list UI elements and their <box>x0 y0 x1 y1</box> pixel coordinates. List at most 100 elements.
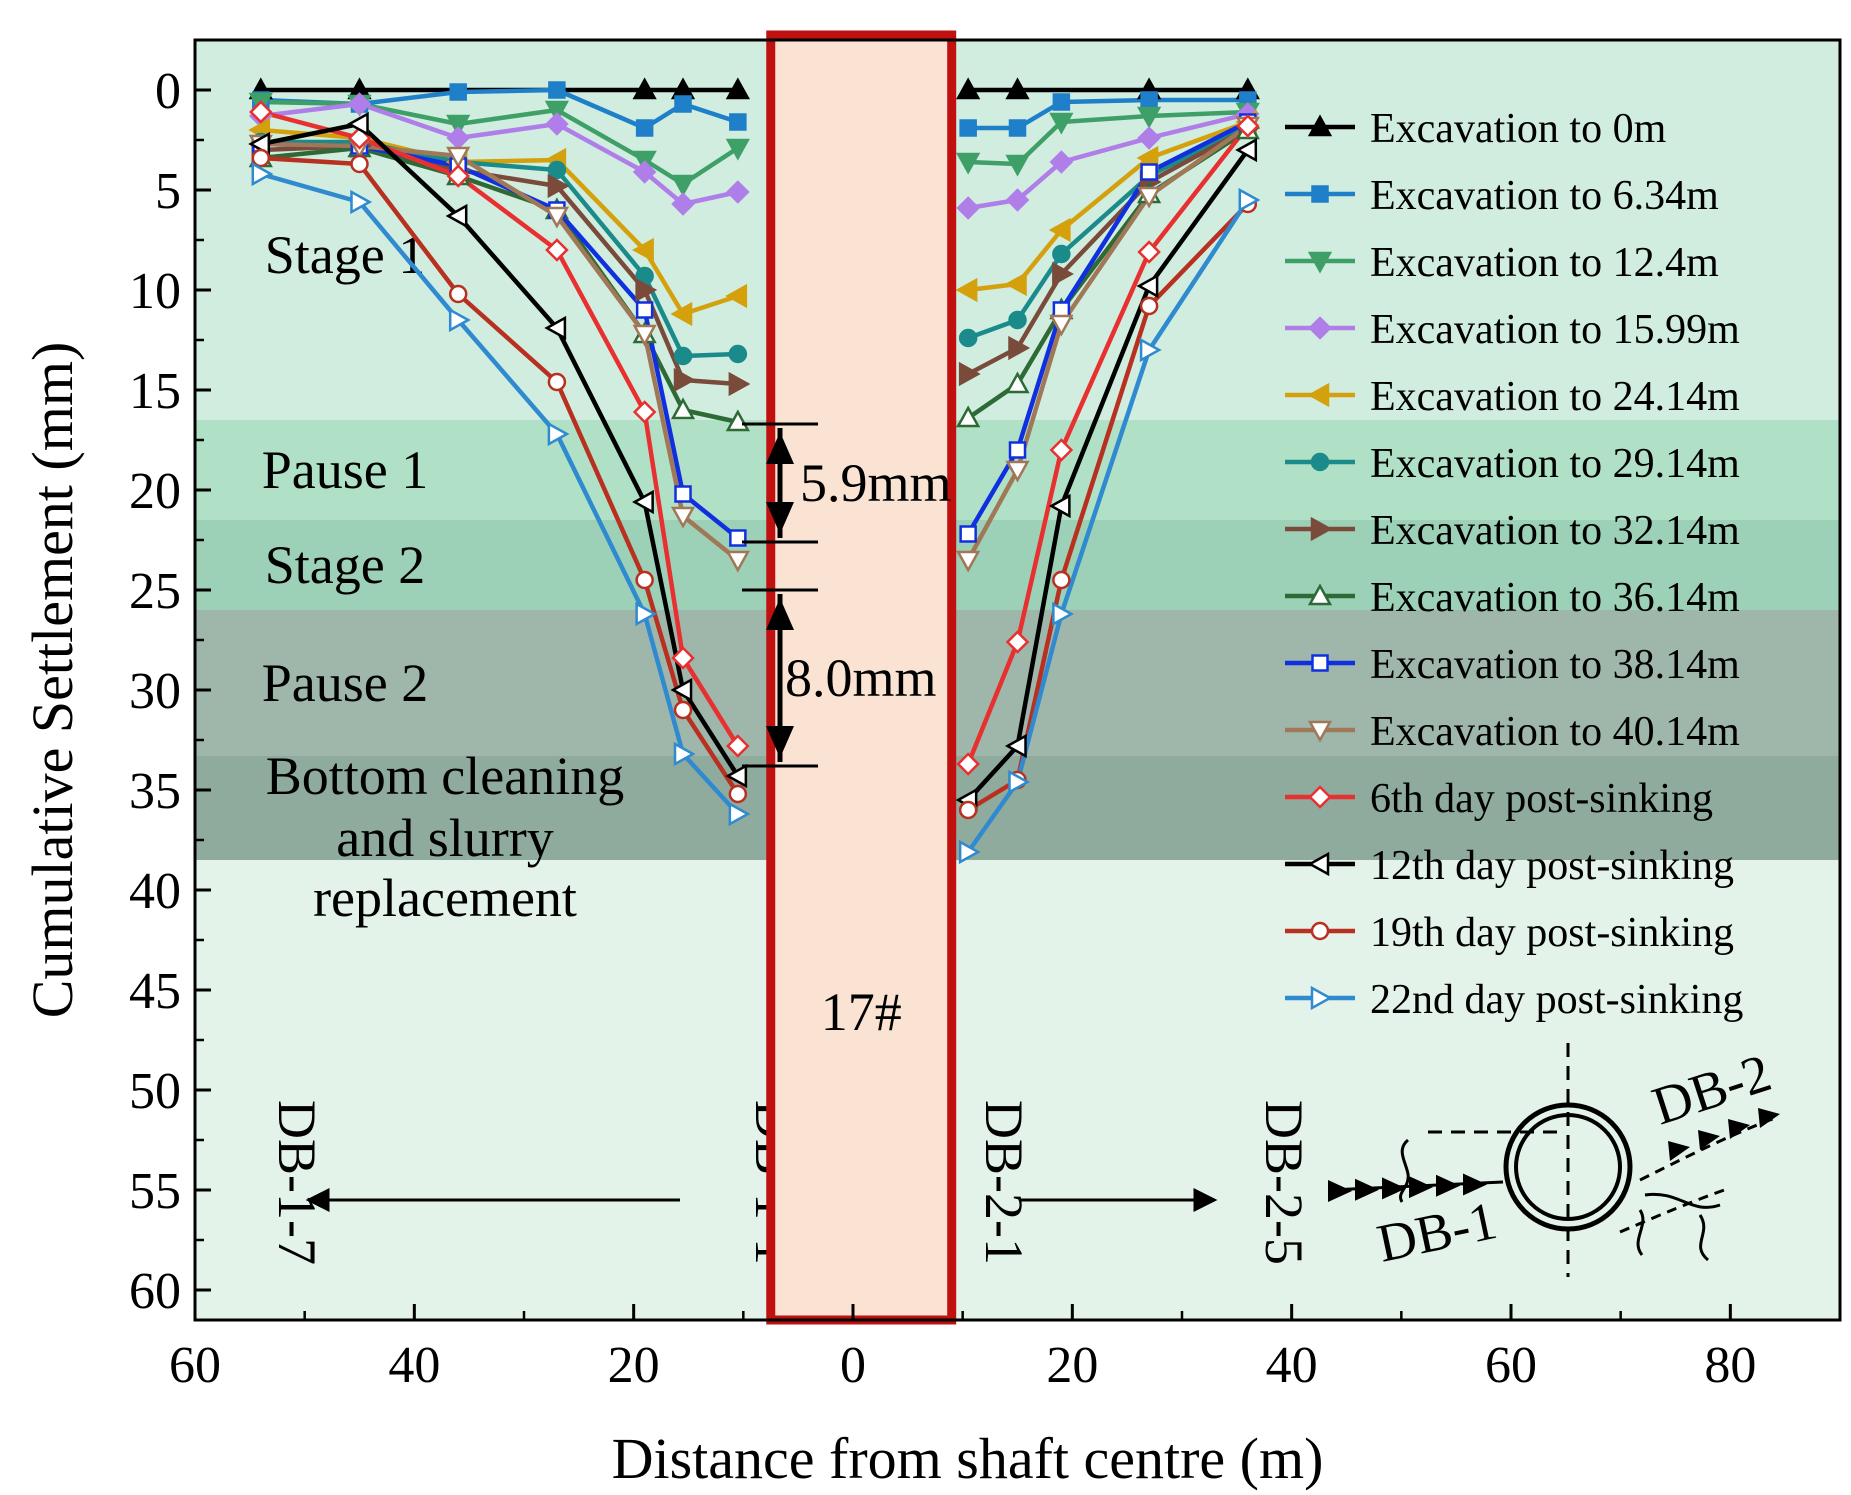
legend-label: Excavation to 40.14m <box>1370 709 1740 755</box>
dimension-label: 8.0mm <box>785 648 937 708</box>
stage-label: Pause 1 <box>262 440 428 500</box>
data-point <box>1005 154 1030 177</box>
data-point <box>632 324 657 347</box>
data-point <box>547 421 570 447</box>
data-point <box>1005 460 1030 483</box>
data-point <box>728 801 751 827</box>
db2-point-marker <box>1728 1119 1750 1139</box>
data-point <box>671 192 695 216</box>
data-point <box>725 283 748 309</box>
data-point <box>1136 145 1159 171</box>
data-point <box>1004 271 1027 297</box>
data-point <box>728 784 748 804</box>
data-point <box>1307 720 1333 743</box>
data-point <box>725 550 750 573</box>
data-point <box>632 77 657 100</box>
data-point <box>958 800 978 820</box>
data-point <box>635 277 658 303</box>
y-tick-label: 20 <box>129 463 181 520</box>
data-point <box>955 277 978 303</box>
data-point <box>547 372 567 392</box>
db2-point-marker <box>1698 1130 1720 1150</box>
data-point <box>958 328 978 348</box>
data-point <box>673 741 696 767</box>
data-point <box>545 238 569 262</box>
legend-label: 12th day post-sinking <box>1370 843 1734 889</box>
plot-frame <box>193 38 1842 1322</box>
legend-label: Excavation to 32.14m <box>1370 508 1740 554</box>
data-point <box>632 489 654 515</box>
db1-point-marker <box>1463 1173 1487 1196</box>
data-point <box>547 160 567 180</box>
data-point <box>1049 150 1074 174</box>
dimension-arrowhead <box>766 598 794 630</box>
shaft-label: 17# <box>821 982 902 1042</box>
y-tick-label: 0 <box>155 63 181 120</box>
data-point <box>1140 91 1158 109</box>
data-point <box>1307 583 1333 606</box>
data-point <box>547 173 570 199</box>
x-tick-label: 60 <box>169 1337 221 1394</box>
data-point <box>544 206 570 229</box>
data-point <box>1137 240 1161 264</box>
data-point <box>1310 452 1330 472</box>
data-point <box>1008 310 1027 330</box>
data-point <box>1048 493 1071 519</box>
data-point <box>670 397 696 420</box>
db1-point-marker <box>1328 1180 1352 1202</box>
stage-label-line: and slurry <box>336 808 553 868</box>
data-point <box>1307 251 1333 274</box>
data-point <box>673 367 696 393</box>
point-label: DB-2-5 <box>1254 1100 1314 1265</box>
data-point <box>1136 186 1162 209</box>
x-tick-label: 60 <box>1485 1337 1537 1394</box>
dimension-arrowhead <box>766 432 794 464</box>
data-point <box>1137 126 1161 150</box>
data-point <box>1136 273 1159 299</box>
x-tick-label: 40 <box>388 1337 440 1394</box>
db1-point-marker <box>1409 1176 1433 1199</box>
data-point <box>674 485 692 503</box>
data-point <box>251 148 271 168</box>
y-tick-label: 10 <box>129 263 181 320</box>
data-point <box>726 734 750 758</box>
data-point <box>956 196 980 220</box>
y-tick-label: 50 <box>129 1063 181 1120</box>
legend-label: Excavation to 24.14m <box>1370 374 1740 420</box>
data-point <box>1005 77 1030 100</box>
y-tick-label: 40 <box>129 863 181 920</box>
dimension-arrowhead <box>766 726 794 758</box>
data-point <box>1308 785 1332 809</box>
y-tick-label: 30 <box>129 663 181 720</box>
legend-label: 22nd day post-sinking <box>1370 977 1743 1023</box>
data-point <box>959 119 977 137</box>
x-tick-label: 20 <box>608 1337 660 1394</box>
data-point <box>1005 188 1030 212</box>
data-point <box>1308 316 1332 340</box>
db2-point-marker <box>1668 1141 1690 1161</box>
x-tick-label: 80 <box>1704 1337 1756 1394</box>
data-point <box>1307 851 1330 877</box>
data-point <box>350 154 369 174</box>
data-point <box>635 301 654 319</box>
data-point <box>545 112 569 136</box>
data-point <box>635 570 654 590</box>
data-point <box>449 83 467 101</box>
stage-label: Pause 2 <box>262 653 428 713</box>
data-point <box>446 146 471 169</box>
legend-label: 19th day post-sinking <box>1370 910 1734 956</box>
data-point <box>958 839 981 865</box>
data-point <box>958 361 981 387</box>
y-axis-label: Cumulative Settlement (mm) <box>20 342 85 1019</box>
data-point <box>251 161 274 187</box>
legend-label: Excavation to 0m <box>1370 106 1667 152</box>
db1-point-marker <box>1382 1177 1406 1200</box>
x-axis-label: Distance from shaft centre (m) <box>612 1426 1324 1491</box>
db2-point-marker <box>1758 1108 1780 1128</box>
legend-label: 6th day post-sinking <box>1370 776 1713 822</box>
data-point <box>448 284 468 304</box>
data-point <box>1236 114 1260 138</box>
data-point <box>1136 106 1162 129</box>
y-tick-label: 25 <box>129 563 181 620</box>
